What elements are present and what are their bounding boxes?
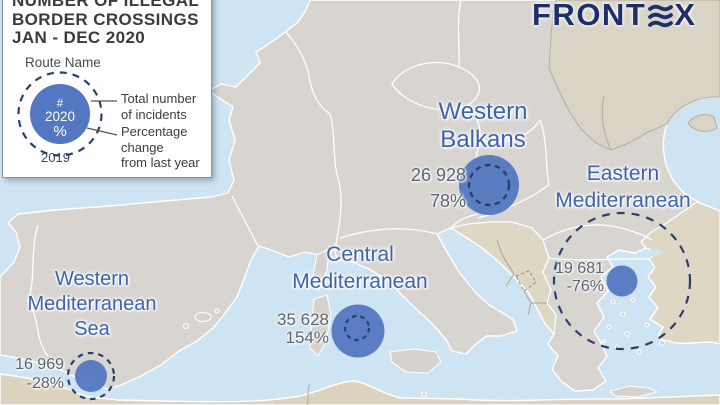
bubble-2019-western-balkans	[467, 163, 511, 207]
bubble-2020-central-mediterranean	[331, 304, 385, 358]
route-label-line: Sea	[74, 318, 110, 340]
bubble-western-balkans	[459, 155, 519, 215]
route-stats-western-mediterranean: 16 969 -28%	[15, 355, 64, 393]
route-label-line: Mediterranean	[555, 189, 691, 212]
island-mallorca	[194, 311, 212, 323]
legend-circle-2019	[17, 71, 103, 157]
island-corsica	[312, 248, 330, 290]
route-label-eastern-mediterranean: Eastern Mediterranean	[555, 160, 690, 214]
route-change: 78%	[429, 191, 466, 211]
island-menorca	[214, 308, 220, 314]
legend-note-line: of incidents	[121, 106, 187, 122]
logo-text-front: FRONT	[532, 0, 647, 32]
legend-callout-lines	[86, 100, 118, 136]
route-label-line: Mediterranean	[292, 270, 428, 293]
land-western-balkans	[450, 221, 557, 335]
legend-box: NUMBER OF ILLEGAL BORDER CROSSINGS JAN -…	[2, 0, 212, 178]
route-change: -76%	[566, 278, 604, 295]
route-label-line: Western	[54, 268, 130, 290]
legend-year-2020: 2020	[45, 109, 75, 124]
route-total: 16 969	[15, 356, 64, 373]
route-stats-western-balkans: 26 928 78%	[411, 162, 466, 214]
legend-symbol: # 2020 %	[17, 71, 118, 157]
route-total: 19 681	[555, 260, 604, 277]
borders-balkans	[496, 239, 547, 316]
legend-note-line: Percentage change	[121, 124, 188, 155]
islands	[182, 248, 666, 398]
borders-eu	[27, 0, 653, 357]
route-label-line: Mediterranean	[27, 293, 157, 315]
route-total: 26 928	[410, 165, 466, 185]
legend-title-line3: JAN - DEC 2020	[12, 28, 146, 47]
route-stats-central-mediterranean: 35 628 154%	[277, 311, 329, 347]
route-label-line: Balkans	[440, 126, 526, 153]
legend-note-total: Total number of incidents	[121, 91, 196, 122]
legend-note-line: Total number	[121, 91, 197, 106]
legend-note-line: from last year	[121, 155, 200, 170]
bubble-2020-eastern-mediterranean	[606, 265, 638, 297]
legend-circle-2020	[30, 84, 90, 144]
bubble-western-mediterranean	[66, 351, 116, 401]
route-label-line: Central	[326, 243, 394, 266]
land-crimea	[687, 114, 718, 132]
bubble-2019-western-mediterranean	[66, 351, 116, 401]
border-moldova	[601, 95, 612, 151]
sea-of-marmara	[644, 249, 662, 257]
island-malta	[421, 391, 427, 397]
bubble-2019-eastern-mediterranean	[552, 211, 692, 351]
route-label-line: Western	[438, 98, 528, 125]
route-label-western-mediterranean: Western Mediterranean Sea	[28, 267, 157, 342]
route-change: -28%	[26, 375, 64, 392]
island-sicily	[389, 348, 442, 374]
bubble-eastern-mediterranean	[552, 211, 692, 351]
bubble-2020-western-balkans	[459, 155, 519, 215]
island-ibiza	[182, 322, 190, 330]
legend-percent-symbol: %	[53, 123, 66, 140]
legend-year-2019: 2019	[41, 150, 70, 165]
land-ukraine	[548, 0, 720, 151]
island-sardinia	[309, 294, 332, 357]
bubble-2019-central-mediterranean	[343, 314, 371, 342]
route-label-central-mediterranean: Central Mediterranean	[292, 241, 427, 295]
frontex-wave-e-icon	[648, 4, 674, 27]
legend-route-name-label: Route Name	[25, 55, 101, 70]
legend-title-line1: NUMBER OF ILLEGAL	[12, 0, 200, 10]
bubble-2020-western-mediterranean	[75, 360, 107, 392]
legend-number-symbol: #	[57, 98, 64, 110]
bubble-central-mediterranean	[331, 304, 385, 358]
legend-title-line2: BORDER CROSSINGS	[12, 9, 199, 29]
legend-title: NUMBER OF ILLEGAL BORDER CROSSINGS JAN -…	[3, 0, 211, 48]
route-label-western-balkans: Western Balkans	[439, 98, 528, 154]
route-label-line: Eastern	[586, 162, 660, 185]
route-total: 35 628	[277, 310, 329, 329]
border-africa	[306, 383, 311, 405]
route-stats-eastern-mediterranean: 19 681 -76%	[555, 260, 604, 296]
island-crete	[609, 385, 658, 398]
frontex-logo: FRONT X	[532, 0, 696, 33]
route-change: 154%	[285, 328, 329, 347]
legend-note-percent: Percentage change from last year	[121, 124, 211, 171]
logo-text-x: X	[674, 0, 697, 32]
